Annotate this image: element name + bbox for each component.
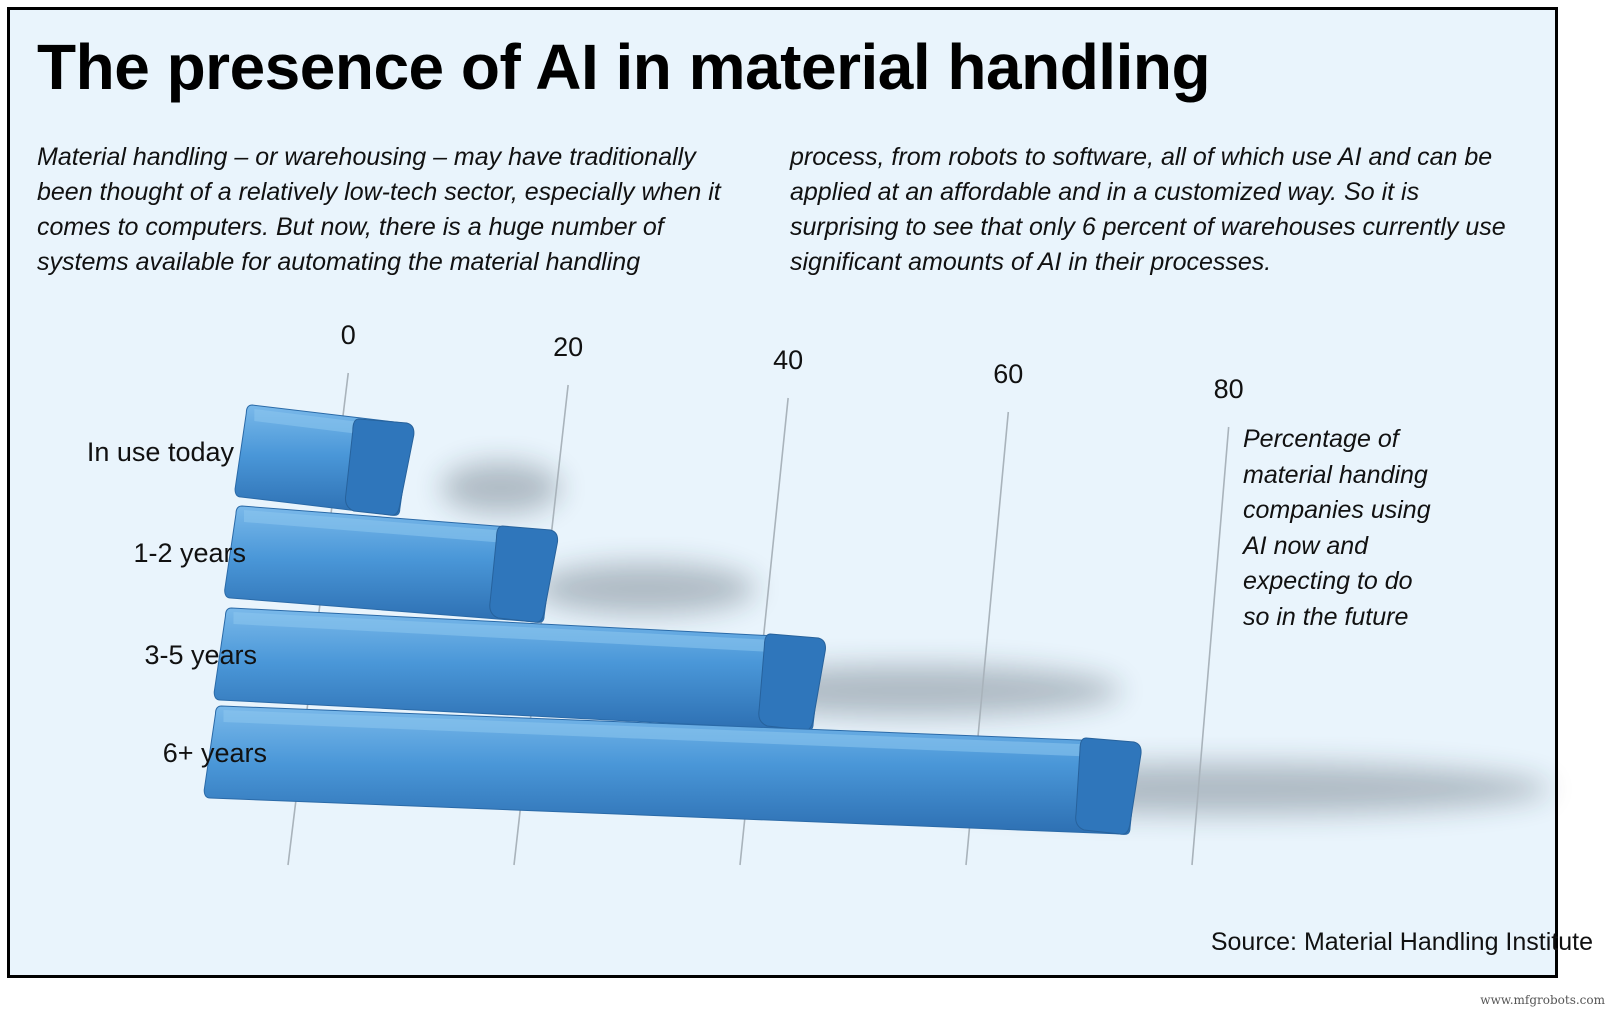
category-label: 3-5 years (144, 640, 257, 670)
bar-shadow (440, 461, 561, 514)
grid-line (1191, 426, 1230, 866)
bar-highlight (243, 510, 545, 546)
category-labels: In use today 1-2 years 3-5 years 6+ years (87, 437, 267, 768)
bar-end-cap (758, 633, 826, 731)
watermark: www.mfgrobots.com (1480, 993, 1605, 1007)
x-tick-label: 60 (993, 359, 1023, 389)
bar-shadow (532, 562, 756, 615)
x-tick-label: 0 (341, 320, 356, 350)
bar-end-cap (489, 525, 559, 623)
bar-end-cap (1075, 737, 1142, 835)
bar-highlight (233, 612, 813, 654)
category-label: 1-2 years (133, 538, 246, 568)
chart-title: The presence of AI in material handling (37, 31, 1211, 103)
category-label: 6+ years (163, 738, 267, 768)
intro-text-right: process, from robots to software, all of… (790, 143, 1506, 276)
bar-highlight (223, 710, 1128, 758)
intro-text-left: Material handling – or warehousing – may… (37, 143, 721, 276)
x-tick-label: 80 (1214, 374, 1244, 404)
bars (203, 404, 1142, 835)
source-text: Source: Material Handling Institute (1210, 928, 1593, 956)
category-label: In use today (87, 437, 235, 467)
x-tick-label: 20 (553, 332, 583, 362)
x-tick-label: 40 (773, 345, 803, 375)
chart-note: Percentage of material handing companies… (1243, 425, 1431, 631)
x-axis-ticks: 0 20 40 60 80 (341, 320, 1244, 404)
bar-end-cap (344, 418, 415, 516)
